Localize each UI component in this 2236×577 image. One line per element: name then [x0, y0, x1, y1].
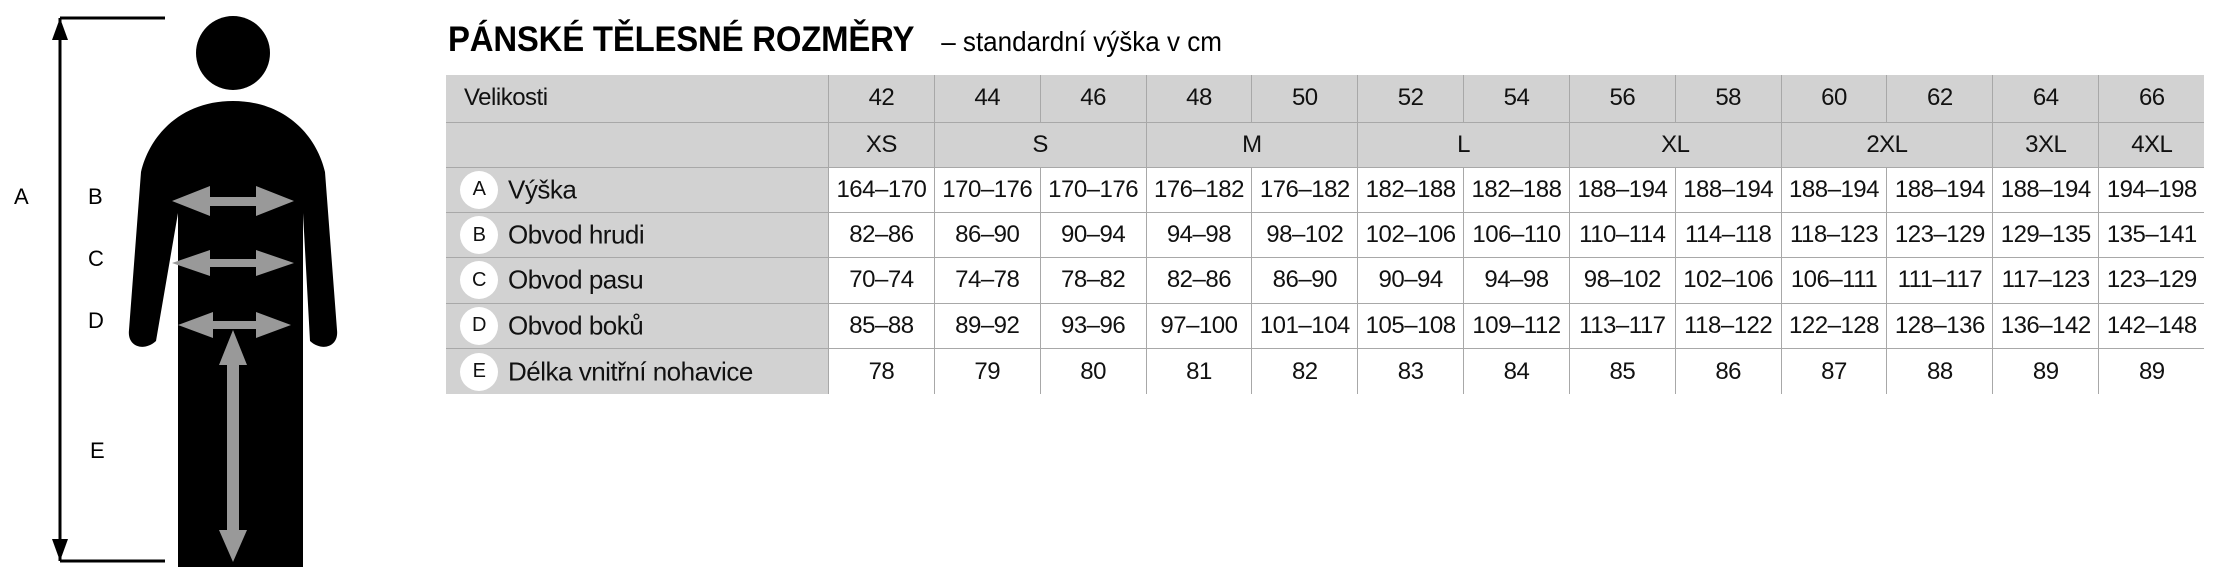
svg-text:E: E: [90, 438, 105, 463]
svg-text:A: A: [14, 184, 29, 209]
svg-text:D: D: [88, 308, 104, 333]
svg-text:C: C: [88, 246, 104, 271]
svg-text:B: B: [88, 184, 103, 209]
